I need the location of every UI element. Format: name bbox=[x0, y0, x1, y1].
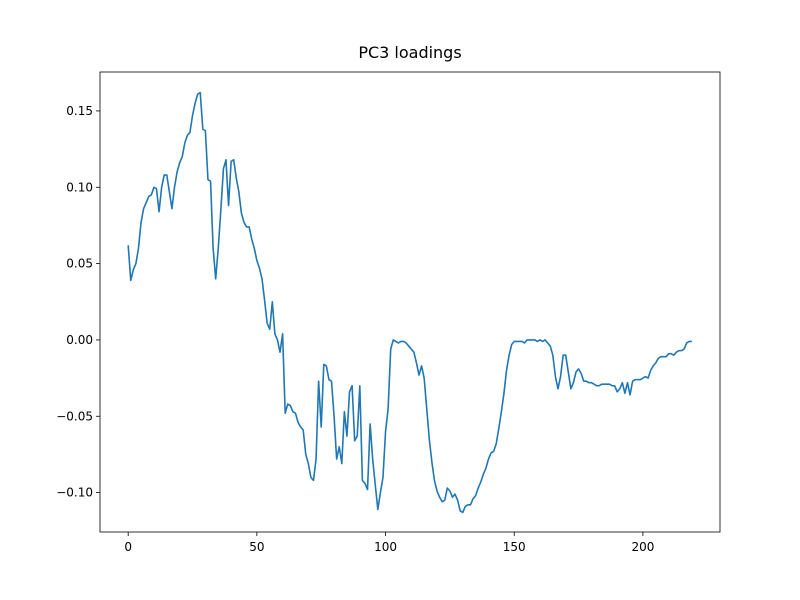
y-tick-label: −0.05 bbox=[56, 409, 93, 423]
y-tick-label: 0.05 bbox=[66, 257, 93, 271]
plot-frame bbox=[99, 71, 721, 533]
chart-title: PC3 loadings bbox=[358, 43, 461, 62]
data-line bbox=[127, 91, 692, 514]
x-tick-label: 150 bbox=[503, 540, 526, 554]
x-tick-label: 50 bbox=[249, 540, 264, 554]
y-tick-label: 0.15 bbox=[66, 104, 93, 118]
y-tick-label: 0.00 bbox=[66, 333, 93, 347]
y-tick-label: 0.10 bbox=[66, 180, 93, 194]
x-tick-label: 200 bbox=[631, 540, 654, 554]
x-tick-label: 0 bbox=[124, 540, 132, 554]
x-tick-label: 100 bbox=[374, 540, 397, 554]
y-tick-label: −0.10 bbox=[56, 486, 93, 500]
